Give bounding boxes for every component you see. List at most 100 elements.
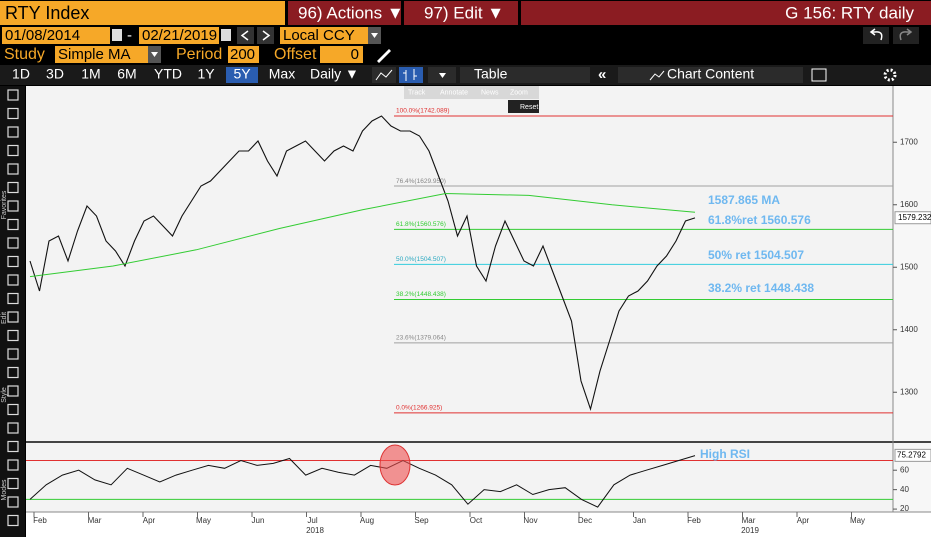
calendar-icon[interactable] — [221, 29, 231, 41]
tool-icon[interactable] — [7, 329, 19, 342]
month-label: Oct — [470, 516, 483, 525]
tool-icon[interactable] — [7, 292, 19, 305]
tool-icon[interactable] — [7, 218, 19, 231]
prev-button[interactable] — [237, 27, 254, 44]
edit-menu[interactable] — [404, 1, 518, 25]
fib-label: 100.0%(1742.089) — [396, 108, 450, 115]
period-box[interactable] — [228, 46, 259, 63]
table-button[interactable] — [460, 67, 590, 83]
actions: 96) Actions ▼ — [298, 3, 404, 22]
tool-icon[interactable] — [7, 144, 19, 157]
study-box[interactable] — [55, 46, 148, 63]
tool-icon[interactable] — [7, 514, 19, 527]
tool-icon[interactable] — [7, 385, 19, 397]
range-button[interactable]: YTD — [154, 66, 182, 82]
next-button[interactable] — [257, 27, 274, 44]
start-date-box[interactable] — [2, 27, 110, 44]
chart-content-button[interactable] — [618, 67, 803, 83]
range-button[interactable]: 1Y — [197, 66, 215, 82]
overlay-item[interactable]: Zoom — [510, 89, 528, 96]
prev-arrow — [240, 30, 249, 41]
edit-chart-icon[interactable] — [811, 68, 827, 82]
window-title-bar — [521, 1, 931, 25]
fib-label: 38.2%(1448.438) — [396, 291, 446, 298]
month-label: Jul — [307, 516, 317, 525]
next-arrow — [262, 30, 271, 41]
fib-label: 76.4%(1629.950) — [396, 178, 446, 185]
tool-icon[interactable] — [7, 274, 19, 286]
highlight-circle — [379, 444, 411, 486]
overlay-item[interactable]: News — [481, 89, 499, 96]
table: Table — [474, 66, 508, 82]
security: RTY Index — [5, 3, 89, 23]
tool-icon[interactable] — [7, 200, 19, 212]
month-label: Feb — [687, 516, 701, 525]
month-label: Mar — [88, 516, 102, 525]
tool-icon[interactable] — [7, 477, 19, 490]
undo-button[interactable] — [863, 27, 889, 44]
undo-icon — [869, 28, 883, 41]
range-button[interactable]: 3D — [46, 66, 64, 82]
month-label: Apr — [143, 516, 156, 525]
annotation: 38.2% ret 1448.438 — [708, 281, 814, 295]
range-button[interactable]: 1D — [12, 66, 30, 82]
range-button[interactable]: 5Y — [233, 66, 251, 82]
offset-box[interactable] — [320, 46, 363, 63]
fib-label: 0.0%(1266.925) — [396, 405, 442, 412]
rsi-panel — [26, 443, 893, 512]
tool-icon[interactable] — [7, 89, 19, 101]
redo-button[interactable] — [893, 27, 919, 44]
plot: 1300 1400 1500 1600 1700 100.0%(1742.089) 76.4… — [26, 108, 931, 535]
tool-icon[interactable] — [7, 459, 19, 471]
pen-icon[interactable] — [377, 49, 391, 63]
tool-icon[interactable] — [7, 163, 19, 175]
reset-button[interactable] — [508, 100, 539, 113]
annotation: 1587.865 MA — [708, 193, 780, 207]
overlay-item[interactable]: Annotate — [440, 89, 468, 96]
calendar-icon[interactable] — [112, 29, 122, 41]
overlay-menu — [404, 86, 539, 99]
range-button[interactable]: Max — [269, 66, 295, 82]
redo-icon — [899, 28, 913, 41]
settings-icon[interactable] — [883, 68, 897, 82]
tool-icon[interactable] — [7, 181, 19, 194]
currency-box[interactable] — [280, 27, 368, 44]
tool-icon[interactable] — [7, 366, 19, 379]
annotation: 50% ret 1504.507 — [708, 248, 804, 262]
left-toolbar: Favorites Edit Style Modes — [0, 86, 25, 537]
y-tick-label: 1400 — [900, 325, 918, 334]
year-label: 2018 — [306, 526, 324, 535]
price-axis — [893, 86, 931, 441]
month-label: May — [850, 516, 865, 525]
tool-icon[interactable] — [7, 126, 19, 138]
frequency[interactable]: Daily ▼ — [310, 66, 359, 82]
month-label: Apr — [797, 516, 810, 525]
y-tick-label: 1600 — [900, 200, 918, 209]
security-box[interactable] — [0, 1, 285, 25]
tool-icon[interactable] — [7, 311, 19, 323]
tool-icon[interactable] — [7, 440, 19, 453]
rsi-line — [29, 455, 696, 508]
range-button[interactable]: 1M — [81, 66, 100, 82]
bar-icon-button[interactable] — [399, 67, 423, 83]
end-date-box[interactable] — [139, 27, 219, 44]
tool-icon[interactable] — [7, 496, 19, 508]
month-label: Jan — [633, 516, 646, 525]
tool-icon[interactable] — [7, 107, 19, 120]
tool-icon[interactable] — [7, 348, 19, 360]
actions-menu[interactable] — [288, 1, 401, 25]
line-icon — [375, 69, 393, 81]
study-label: Study — [4, 46, 45, 63]
tool-icon[interactable] — [7, 403, 19, 416]
tool-icon[interactable] — [7, 255, 19, 268]
overlay-item[interactable]: Track — [408, 89, 426, 96]
period-label: Period — [176, 46, 222, 63]
range-button[interactable]: 6M — [117, 66, 136, 82]
dropdown-arrow — [439, 73, 446, 78]
month-label: Aug — [360, 516, 374, 525]
tool-icon[interactable] — [7, 237, 19, 249]
active-range — [226, 67, 258, 83]
year-label: 2019 — [741, 526, 759, 535]
collapse-icon[interactable]: « — [598, 66, 606, 83]
tool-icon[interactable] — [7, 422, 19, 434]
